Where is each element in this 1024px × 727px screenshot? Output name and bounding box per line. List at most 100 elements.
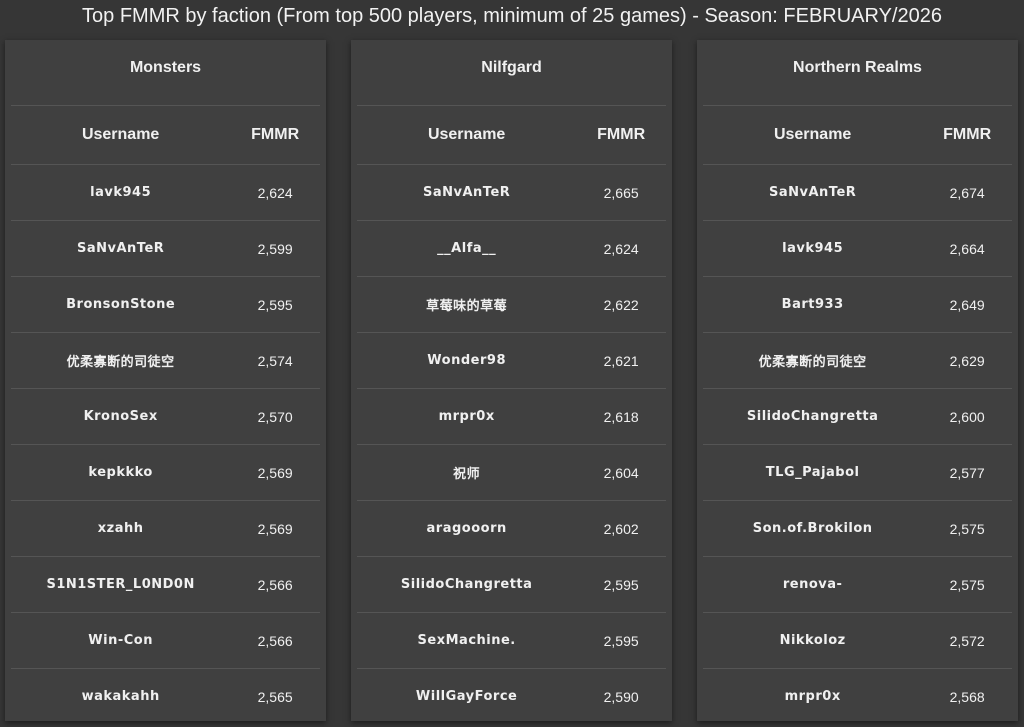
table-row: renova- 2,575: [703, 557, 1012, 613]
username-cell: 优柔寡断的司徒空: [758, 355, 867, 370]
table-row: Nikkoloz 2,572: [703, 613, 1012, 669]
fmmr-cell: 2,622: [603, 296, 639, 313]
username-header: Username: [81, 126, 160, 143]
username-cell: __Alfa__: [437, 241, 497, 256]
username-cell: 祝师: [453, 467, 481, 482]
table-row: Wonder98 2,621: [357, 333, 666, 389]
fmmr-cell: 2,600: [949, 408, 985, 425]
table-header: Username FMMR: [11, 106, 320, 165]
username-cell: BronsonStone: [66, 297, 176, 312]
fmmr-cell: 2,624: [603, 240, 639, 257]
username-cell: wakakahh: [81, 689, 160, 704]
username-cell: lavk945: [90, 185, 152, 200]
table-row: lavk945 2,624: [11, 165, 320, 221]
page-title: Top FMMR by faction (From top 500 player…: [82, 5, 942, 27]
table-row: wakakahh 2,565: [11, 669, 320, 724]
fmmr-cell: 2,618: [603, 408, 639, 425]
fmmr-cell: 2,569: [257, 520, 293, 537]
username-cell: KronoSex: [83, 409, 158, 424]
username-cell: Nikkoloz: [779, 633, 846, 648]
username-cell: S1N1STER_L0ND0N: [46, 577, 195, 592]
fmmr-cell: 2,665: [603, 184, 639, 201]
table-row: S1N1STER_L0ND0N 2,566: [11, 557, 320, 613]
fmmr-cell: 2,565: [257, 688, 293, 705]
fmmr-cell: 2,569: [257, 464, 293, 481]
fmmr-cell: 2,590: [603, 688, 639, 705]
username-cell: Win-Con: [88, 633, 153, 648]
table-row: aragooorn 2,602: [357, 501, 666, 557]
username-cell: lavk945: [782, 241, 844, 256]
username-cell: mrpr0x: [438, 409, 495, 424]
fmmr-cell: 2,595: [603, 632, 639, 649]
fmmr-cell: 2,599: [257, 240, 293, 257]
fmmr-cell: 2,568: [949, 688, 985, 705]
username-cell: SaNvAnTeR: [423, 185, 511, 200]
table-row: BronsonStone 2,595: [11, 277, 320, 333]
username-cell: SilidoChangretta: [746, 409, 879, 424]
table-row: mrpr0x 2,568: [703, 669, 1012, 724]
table-row: SaNvAnTeR 2,674: [703, 165, 1012, 221]
faction-table: Nilfgard Username FMMR SaNvAnTeR 2,665 _…: [351, 40, 672, 721]
username-header: Username: [427, 126, 506, 143]
faction-name: Northern Realms: [703, 40, 1012, 106]
username-cell: 优柔寡断的司徒空: [66, 355, 175, 370]
username-cell: Bart933: [781, 297, 844, 312]
table-row: SaNvAnTeR 2,599: [11, 221, 320, 277]
fmmr-header: FMMR: [251, 126, 300, 143]
table-row: Bart933 2,649: [703, 277, 1012, 333]
fmmr-cell: 2,624: [257, 184, 293, 201]
table-row: WillGayForce 2,590: [357, 669, 666, 724]
table-row: lavk945 2,664: [703, 221, 1012, 277]
username-cell: SaNvAnTeR: [77, 241, 165, 256]
fmmr-cell: 2,566: [257, 632, 293, 649]
username-cell: 草莓味的草莓: [426, 299, 508, 314]
username-cell: Wonder98: [427, 353, 506, 368]
faction-table: Monsters Username FMMR lavk945 2,624 SaN…: [5, 40, 326, 721]
table-row: Win-Con 2,566: [11, 613, 320, 669]
username-cell: mrpr0x: [784, 689, 841, 704]
username-cell: SexMachine.: [417, 633, 516, 648]
fmmr-cell: 2,621: [603, 352, 639, 369]
username-cell: TLG_Pajabol: [765, 465, 860, 480]
table-row: TLG_Pajabol 2,577: [703, 445, 1012, 501]
username-cell: Son.of.Brokilon: [752, 521, 873, 536]
fmmr-cell: 2,629: [949, 352, 985, 369]
username-cell: SaNvAnTeR: [769, 185, 857, 200]
fmmr-cell: 2,572: [949, 632, 985, 649]
fmmr-cell: 2,674: [949, 184, 985, 201]
fmmr-header: FMMR: [597, 126, 646, 143]
faction-table: Northern Realms Username FMMR SaNvAnTeR …: [697, 40, 1018, 721]
username-cell: WillGayForce: [415, 689, 518, 704]
table-row: __Alfa__ 2,624: [357, 221, 666, 277]
fmmr-cell: 2,566: [257, 576, 293, 593]
table-row: Son.of.Brokilon 2,575: [703, 501, 1012, 557]
table-row: kepkkko 2,569: [11, 445, 320, 501]
table-row: 草莓味的草莓 2,622: [357, 277, 666, 333]
fmmr-cell: 2,570: [257, 408, 293, 425]
table-row: mrpr0x 2,618: [357, 389, 666, 445]
table-row: 优柔寡断的司徒空 2,574: [11, 333, 320, 389]
fmmr-cell: 2,604: [603, 464, 639, 481]
fmmr-cell: 2,595: [603, 576, 639, 593]
table-row: 祝师 2,604: [357, 445, 666, 501]
fmmr-cell: 2,575: [949, 520, 985, 537]
table-row: SaNvAnTeR 2,665: [357, 165, 666, 221]
fmmr-cell: 2,602: [603, 520, 639, 537]
table-header: Username FMMR: [357, 106, 666, 165]
fmmr-cell: 2,649: [949, 296, 985, 313]
table-row: SexMachine. 2,595: [357, 613, 666, 669]
username-cell: SilidoChangretta: [400, 577, 533, 592]
fmmr-cell: 2,574: [257, 352, 293, 369]
table-row: SilidoChangretta 2,600: [703, 389, 1012, 445]
table-header: Username FMMR: [703, 106, 1012, 165]
username-cell: kepkkko: [88, 465, 153, 480]
table-row: xzahh 2,569: [11, 501, 320, 557]
username-cell: renova-: [782, 577, 843, 592]
table-row: SilidoChangretta 2,595: [357, 557, 666, 613]
faction-name: Nilfgard: [357, 40, 666, 106]
fmmr-cell: 2,595: [257, 296, 293, 313]
table-row: 优柔寡断的司徒空 2,629: [703, 333, 1012, 389]
fmmr-cell: 2,664: [949, 240, 985, 257]
fmmr-cell: 2,577: [949, 464, 985, 481]
faction-name: Monsters: [11, 40, 320, 106]
